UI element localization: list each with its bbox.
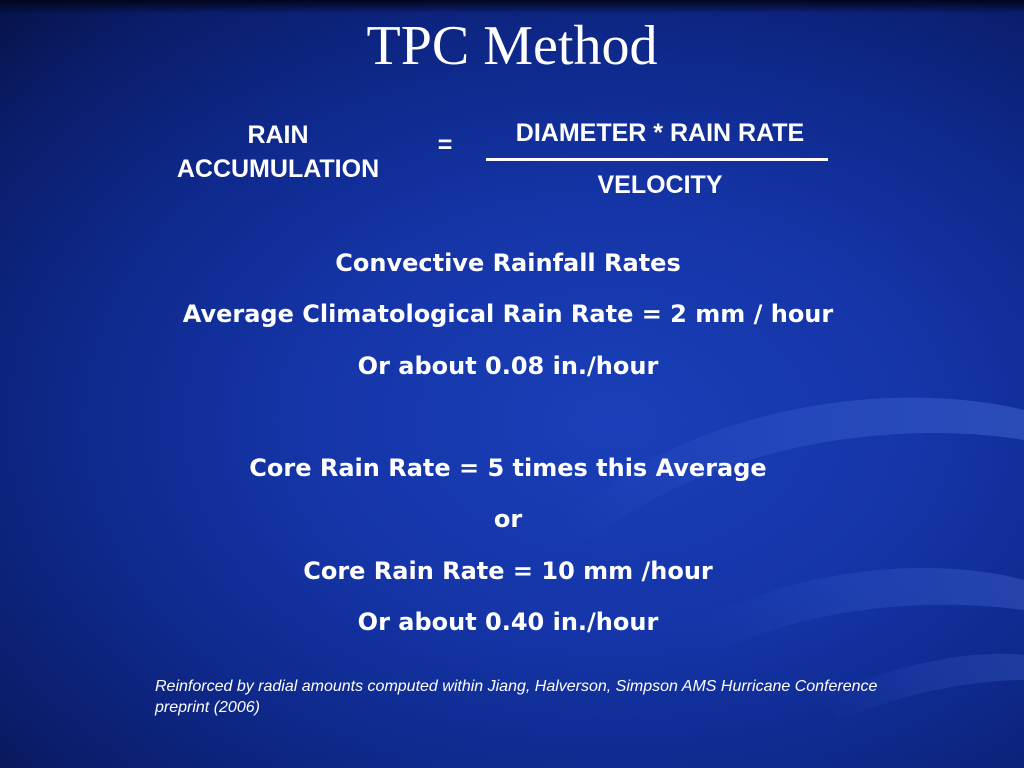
equation-left-line2: ACCUMULATION [176, 155, 380, 183]
body-line: Average Climatological Rain Rate = 2 mm … [182, 300, 834, 329]
body-line: or [493, 505, 523, 534]
body-line-spacer [0, 394, 1016, 445]
slide-title: TPC Method [366, 15, 658, 77]
body-line: Convective Rainfall Rates [335, 249, 681, 277]
reference-note: Reinforced by radial amounts computed wi… [155, 678, 878, 716]
equation-left-line1: RAIN [247, 121, 309, 149]
body-line: Or about 0.08 in./hour [357, 351, 659, 380]
body-text: Convective Rainfall Rates Average Climat… [0, 240, 1016, 650]
equation-left-side: RAIN ACCUMULATION [148, 118, 408, 186]
equation-numerator: DIAMETER * RAIN RATE [515, 119, 805, 147]
fraction-bar [486, 158, 828, 161]
body-line: Core Rain Rate = 10 mm /hour [303, 556, 713, 585]
equation-denominator: VELOCITY [597, 171, 723, 199]
body-line: Or about 0.40 in./hour [357, 608, 659, 637]
equals-sign: = [437, 131, 453, 159]
top-dark-band [0, 0, 1024, 14]
body-line: Core Rain Rate = 5 times this Average [249, 454, 767, 483]
